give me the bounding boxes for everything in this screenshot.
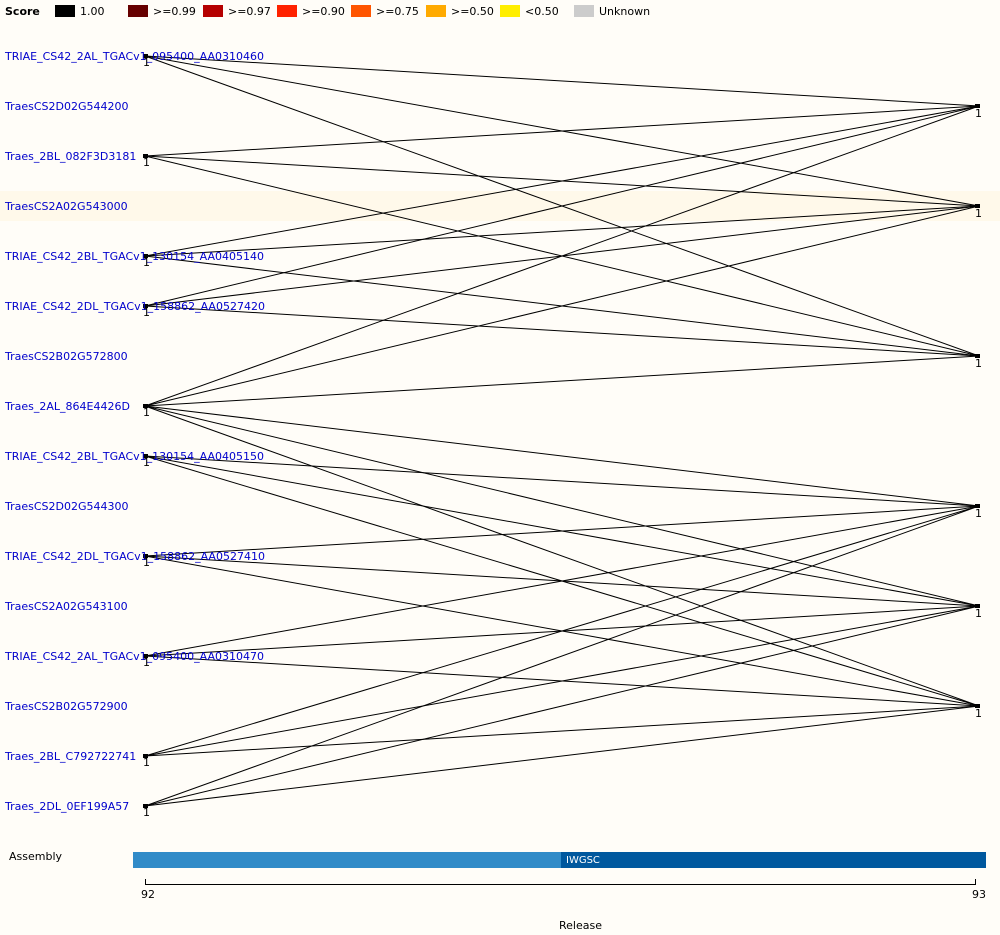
homology-link[interactable] [144, 605, 980, 757]
release-tick-right [975, 879, 976, 885]
gene-node-marker[interactable] [143, 404, 148, 408]
homology-link[interactable] [144, 405, 980, 507]
node-count-right: 1 [975, 607, 982, 620]
gene-node-marker[interactable] [975, 204, 980, 208]
gene-link[interactable]: TRIAE_CS42_2BL_TGACv1_130154_AA0405150 [5, 450, 265, 463]
legend-label: >=0.50 [451, 5, 494, 18]
release-label-left: 92 [141, 888, 155, 901]
homology-link[interactable] [144, 205, 980, 407]
gene-node-marker[interactable] [143, 804, 148, 808]
gene-node-marker[interactable] [975, 704, 980, 708]
gene-link[interactable]: TraesCS2A02G543000 [5, 200, 128, 213]
node-count-left: 1 [143, 56, 150, 69]
gene-link[interactable]: Traes_2BL_C792722741 [5, 750, 137, 763]
gene-link[interactable]: TraesCS2D02G544300 [5, 500, 129, 513]
homology-link[interactable] [144, 355, 980, 407]
assembly-bar-release-93[interactable] [561, 852, 986, 868]
gene-node-marker[interactable] [143, 454, 148, 458]
gene-node-marker[interactable] [143, 554, 148, 558]
legend-label: >=0.90 [302, 5, 345, 18]
gene-link[interactable]: TRIAE_CS42_2AL_TGACv1_095400_AA0310460 [5, 50, 264, 63]
gene-node-marker[interactable] [975, 104, 980, 108]
homology-link[interactable] [144, 405, 980, 707]
node-count-right: 1 [975, 357, 982, 370]
node-count-left: 1 [143, 806, 150, 819]
node-count-right: 1 [975, 507, 982, 520]
legend-swatch [55, 5, 75, 17]
homology-link[interactable] [144, 505, 980, 657]
homology-link[interactable] [144, 705, 980, 757]
node-count-left: 1 [143, 456, 150, 469]
assembly-name: IWGSC [566, 855, 600, 866]
legend-label: >=0.75 [376, 5, 419, 18]
gene-node-marker[interactable] [143, 254, 148, 258]
node-count-left: 1 [143, 406, 150, 419]
gene-link[interactable]: Traes_2BL_082F3D3181 [5, 150, 137, 163]
legend-label: >=0.99 [153, 5, 196, 18]
highlighted-row [0, 191, 1000, 221]
legend-swatch [500, 5, 520, 17]
homology-link[interactable] [144, 105, 980, 157]
gene-link[interactable]: Traes_2AL_864E4426D [5, 400, 130, 413]
legend-label: Unknown [599, 5, 651, 18]
node-count-left: 1 [143, 306, 150, 319]
node-count-left: 1 [143, 156, 150, 169]
gene-link[interactable]: TraesCS2B02G572800 [5, 350, 128, 363]
homology-link[interactable] [144, 55, 980, 107]
release-axis-title: Release [559, 919, 602, 932]
assembly-bar-release-92 [133, 852, 561, 868]
node-count-left: 1 [143, 256, 150, 269]
release-axis-line [145, 884, 975, 885]
gene-link[interactable]: TRIAE_CS42_2BL_TGACv1_130154_AA0405140 [5, 250, 265, 263]
gene-link[interactable]: TraesCS2D02G544200 [5, 100, 129, 113]
homology-link[interactable] [144, 105, 980, 407]
homology-link[interactable] [144, 455, 980, 507]
legend-swatch [426, 5, 446, 17]
legend-swatch [128, 5, 148, 17]
gene-node-marker[interactable] [143, 154, 148, 158]
homology-link[interactable] [144, 505, 980, 807]
homology-link[interactable] [144, 605, 980, 807]
homology-link[interactable] [144, 305, 980, 357]
gene-node-marker[interactable] [143, 54, 148, 58]
gene-node-marker[interactable] [143, 304, 148, 308]
homology-link[interactable] [144, 205, 980, 257]
node-count-right: 1 [975, 207, 982, 220]
homology-link[interactable] [144, 505, 980, 557]
gene-link[interactable]: TRIAE_CS42_2DL_TGACv1_158862_AA0527420 [5, 300, 265, 313]
gene-link[interactable]: TraesCS2A02G543100 [5, 600, 128, 613]
node-count-right: 1 [975, 107, 982, 120]
gene-link[interactable]: TraesCS2B02G572900 [5, 700, 128, 713]
legend-swatch [203, 5, 223, 17]
legend-label: 1.00 [80, 5, 105, 18]
gene-link[interactable]: Traes_2DL_0EF199A57 [5, 800, 130, 813]
gene-node-marker[interactable] [143, 754, 148, 758]
node-count-right: 1 [975, 707, 982, 720]
legend-swatch [574, 5, 594, 17]
homology-link[interactable] [144, 405, 980, 607]
legend-title: Score [5, 5, 40, 18]
gene-node-marker[interactable] [975, 354, 980, 358]
gene-node-marker[interactable] [143, 654, 148, 658]
node-count-left: 1 [143, 656, 150, 669]
homology-link[interactable] [144, 505, 980, 757]
node-count-left: 1 [143, 556, 150, 569]
node-count-left: 1 [143, 756, 150, 769]
release-label-right: 93 [972, 888, 986, 901]
assembly-label: Assembly [9, 850, 63, 863]
release-tick-left [145, 879, 146, 885]
homology-link[interactable] [144, 705, 980, 807]
legend-label: <0.50 [525, 5, 559, 18]
gene-node-marker[interactable] [975, 504, 980, 508]
gene-node-marker[interactable] [975, 604, 980, 608]
homology-link[interactable] [144, 105, 980, 307]
gene-link[interactable]: TRIAE_CS42_2AL_TGACv1_095400_AA0310470 [5, 650, 264, 663]
legend-swatch [277, 5, 297, 17]
gene-link[interactable]: TRIAE_CS42_2DL_TGACv1_158862_AA0527410 [5, 550, 265, 563]
legend-label: >=0.97 [228, 5, 271, 18]
legend-swatch [351, 5, 371, 17]
score-legend: Score 1.00 >=0.99 >=0.97 >=0.90 >=0.75 >=0.50… [0, 0, 1000, 22]
homology-link[interactable] [144, 105, 980, 257]
